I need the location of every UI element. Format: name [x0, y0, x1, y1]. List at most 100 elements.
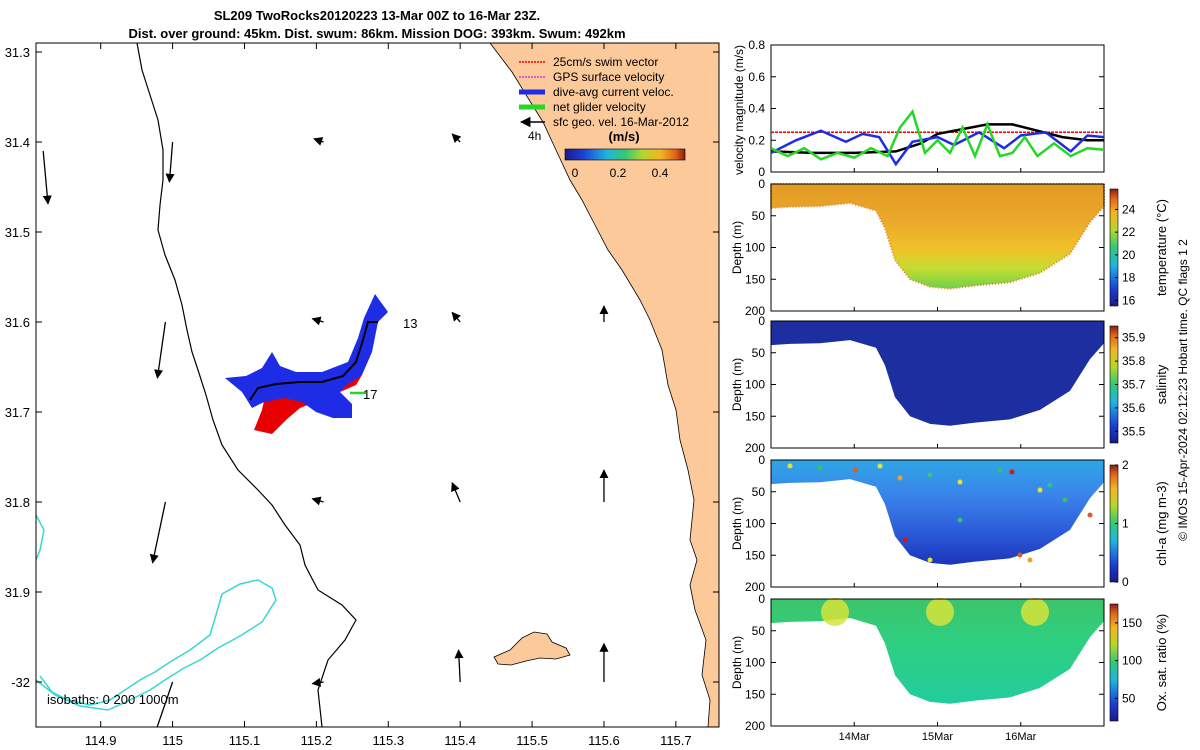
profile-colorbar-label: salinity	[1154, 364, 1169, 404]
profile-ytick-label: 100	[745, 241, 765, 255]
colorbar-tick-label: 35.6	[1122, 401, 1146, 415]
geo-velocity-arrow	[454, 649, 464, 683]
profile-ytick-label: 0	[758, 314, 765, 328]
velocity-ytick-label: 0.2	[748, 133, 765, 147]
profile-ytick-label: 0	[758, 592, 765, 606]
profile-data-field	[771, 460, 1104, 565]
time-axis: 14Mar 15Mar 16Mar	[839, 168, 1037, 743]
time-tick-label: 14Mar	[839, 731, 871, 743]
legend-entry-geo: sfc geo. vel. 16-Mar-2012	[519, 115, 689, 129]
geo-velocity-arrow	[154, 321, 167, 379]
track-label-13: 13	[403, 316, 417, 331]
isobath-200m	[136, 43, 357, 727]
chl-sample-point	[957, 479, 963, 485]
profile-ylabel: Depth (m)	[730, 636, 744, 689]
profile-ytick-label: 100	[745, 656, 765, 670]
colorbar-tick-label: 1	[1122, 517, 1129, 531]
footer-credit: © IMOS 15-Apr-2024 02:12:23 Hobart time.…	[1176, 239, 1190, 541]
legend-label-net: net glider velocity	[553, 100, 646, 114]
profile-ytick-label: 150	[745, 548, 765, 562]
geo-velocity-arrow	[451, 133, 462, 144]
map-ytick-label: 31.4	[5, 135, 30, 150]
map-xtick-label: 115	[162, 733, 183, 748]
map-border	[35, 42, 720, 728]
profile-ytick-label: 0	[758, 453, 765, 467]
profile-ylabel: Depth (m)	[730, 221, 744, 274]
geo-velocity-arrow	[149, 501, 167, 564]
map-xtick-label: 115.6	[588, 733, 620, 748]
geo-velocity-arrow	[165, 141, 175, 183]
profile-colorbar-label: temperature (°C)	[1154, 199, 1169, 296]
velocity-ytick-label: 0.8	[748, 38, 765, 52]
map-xtick-label: 115.2	[301, 733, 333, 748]
profile-ylabel: Depth (m)	[730, 497, 744, 550]
chl-sample-point	[852, 467, 858, 473]
geo-velocity-arrow	[42, 150, 52, 205]
profile-ytick-label: 0	[758, 177, 765, 191]
map-ytick-label: -32	[11, 675, 30, 690]
chl-sample-point	[1017, 552, 1023, 558]
map-ytick-label: 31.8	[5, 495, 30, 510]
colorbar-tick-label: 2	[1122, 458, 1129, 472]
legend-entry-gps: GPS surface velocity	[519, 70, 664, 84]
geo-velocity-arrow	[451, 311, 461, 323]
map-ytick-label: 31.7	[5, 405, 30, 420]
profile-panel-2: 0 50 100 150 200 Depth (m) 35.5 35.6 35.7 35.8 35.…	[730, 314, 1169, 455]
chl-sample-point	[1047, 482, 1053, 488]
colorbar-tick-label: 16	[1122, 293, 1136, 307]
velocity-series-line	[771, 109, 1104, 161]
ox-high-patch	[926, 598, 954, 626]
legend-label-swim: 25cm/s swim vector	[553, 55, 658, 69]
time-tick-label: 16Mar	[1005, 731, 1037, 743]
chl-sample-point	[927, 472, 933, 478]
profile-colorbar-label: Ox. sat. ratio (%)	[1154, 614, 1169, 712]
profile-colorbar-label: chl-a (mg m-3)	[1154, 481, 1169, 566]
glider-map: 13 17 25cm/s swim vector GPS surface vel…	[5, 42, 720, 748]
map-legend: 25cm/s swim vector GPS surface velocity …	[519, 55, 689, 180]
chl-sample-point	[787, 463, 793, 469]
geo-velocity-arrow	[451, 481, 461, 503]
profile-ytick-label: 50	[752, 624, 766, 638]
velocity-frame	[770, 44, 1105, 173]
chl-sample-point	[817, 465, 823, 471]
profile-data-field	[771, 321, 1104, 426]
land-mass	[489, 43, 719, 727]
profile-panel-3: 0 50 100 150 200 Depth (m) 0 1 2 chl-a (mg m-3)	[730, 453, 1169, 594]
island	[493, 631, 571, 666]
colorbar-tick-label: 100	[1122, 654, 1142, 668]
chl-sample-point	[1009, 469, 1015, 475]
velocity-ytick-label: 0.6	[748, 70, 765, 84]
colorbar-tick-label: 35.5	[1122, 424, 1146, 438]
legend-label-gps: GPS surface velocity	[553, 70, 664, 84]
profile-data-field	[771, 599, 1104, 704]
swim-vector-band	[254, 312, 372, 434]
map-xtick-label: 115.7	[660, 733, 692, 748]
colorbar-tick-label: 0	[1122, 575, 1129, 589]
isobath-1000m-south	[36, 579, 277, 711]
velocity-ylabel: velocity magnitude (m/s)	[732, 45, 746, 175]
map-ytick-label: 31.6	[5, 315, 30, 330]
legend-entry-dive: dive-avg current veloc.	[519, 85, 674, 99]
profile-ytick-label: 150	[745, 409, 765, 423]
legend-entry-swim: 25cm/s swim vector	[519, 55, 658, 69]
profile-ytick-label: 50	[752, 209, 766, 223]
chl-sample-point	[1027, 557, 1033, 563]
glider-track	[249, 321, 378, 401]
colorbar-tick-label: 50	[1122, 691, 1136, 705]
colorbar-tick-label: 20	[1122, 248, 1136, 262]
profile-ytick-label: 150	[745, 687, 765, 701]
map-xtick-label: 115.5	[516, 733, 548, 748]
profile-ytick-label: 200	[745, 580, 765, 594]
velocity-ytick-label: 0	[758, 165, 765, 179]
colorbar-tick-label: 35.7	[1122, 378, 1146, 392]
geo-velocity-arrow	[156, 681, 174, 727]
profile-ytick-label: 100	[745, 517, 765, 531]
colorbar-tick-label: 24	[1122, 202, 1136, 216]
profile-colorbar	[1109, 603, 1119, 722]
map-colorbar	[564, 148, 686, 161]
profile-ytick-label: 50	[752, 485, 766, 499]
colorbar-tick-label: 18	[1122, 271, 1136, 285]
map-ytick-label: 31.3	[5, 45, 30, 60]
profile-ytick-label: 200	[745, 304, 765, 318]
